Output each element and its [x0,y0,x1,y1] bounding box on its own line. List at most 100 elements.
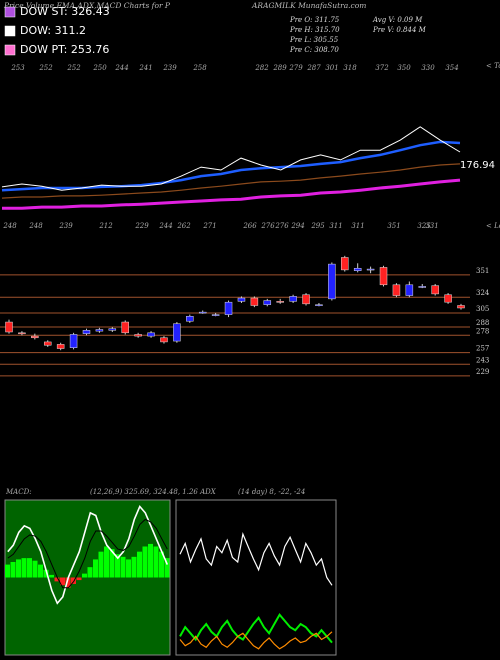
legend-label: DOW PT: 253.76 [20,43,109,56]
low-label: 311 [329,222,342,230]
candle-body [315,304,323,306]
candle-body [405,284,414,296]
adx-line [179,631,333,650]
candle-body [353,267,362,271]
candle-body [392,284,401,296]
y-tick-label: 278 [476,327,489,335]
candle-body [31,335,39,339]
histogram-bar [115,554,120,578]
low-label: 276 [260,222,275,230]
top-label: 250 [92,64,107,72]
histogram-bar [137,551,142,578]
candle-body [444,294,452,303]
top-label: 330 [421,64,435,72]
low-label: 271 [202,222,216,230]
adx-line [179,532,333,586]
line-series [1,126,461,191]
top-label: 282 [254,64,269,72]
legend-label: DOW: 311.2 [20,24,86,37]
info: Pre L: 305.55 [289,36,339,44]
candle-body [160,337,168,343]
histogram-bar [87,567,93,578]
panel-title: MACD: [5,488,32,496]
top-label: 372 [375,64,389,72]
low-label: 239 [58,222,73,230]
histogram-bar [49,574,54,578]
histogram-bar [60,577,65,586]
histogram-bar [65,577,71,588]
histogram-bar [76,577,82,581]
candle-body [69,334,78,348]
candle-body [95,329,104,332]
candle-body [237,297,246,302]
low-label: 244 [158,222,172,230]
histogram-bar [142,546,148,578]
top-label: 350 [397,64,411,72]
histogram-bar [93,559,98,578]
histogram-bar [5,564,10,578]
candle-body [289,296,297,302]
lows-label: < Lows [486,222,500,230]
histogram-bar [126,559,131,578]
candle-body [379,267,388,286]
histogram-bar [27,558,32,578]
candle-body [418,286,427,288]
histogram-bar [21,558,27,578]
low-label: 294 [290,222,304,230]
info: Pre O: 311.75 [289,16,340,24]
title-left: Price,Volume,EMA,ADX,MACD Charts for P [3,1,171,10]
histogram-bar [38,564,43,578]
panel-title: (14 day) 8, -22, -24 [238,488,305,496]
top-label: 289 [272,64,287,72]
info: Avg V: 0.09 M [372,16,423,24]
low-label: 266 [242,222,257,230]
histogram-bar [120,556,126,578]
histogram-bar [109,549,115,578]
histogram-bar [71,577,76,584]
top-label: 252 [66,64,81,72]
low-label: 229 [134,222,149,230]
top-label: 279 [288,64,303,72]
top-label: 301 [325,64,338,72]
candle-body [457,305,465,309]
annotation: 176.94 [460,160,495,171]
top-label: 318 [343,64,357,72]
top-label: 239 [162,64,177,72]
histogram-bar [153,546,159,578]
y-tick-label: 243 [476,356,489,364]
candle-body [198,311,207,314]
candle-body [147,332,155,337]
histogram-bar [43,569,49,578]
legend-swatch [4,25,16,37]
candle-body [5,321,13,333]
top-label: 244 [114,64,128,72]
histogram-bar [159,551,164,578]
candle-body [302,294,310,305]
candle-body [431,285,439,295]
low-label: 325 [417,222,431,230]
low-label: 351 [387,222,400,230]
low-label: 276 [274,222,289,230]
histogram-bar [82,573,87,578]
candle-body [341,257,349,271]
low-label: 311 [351,222,364,230]
low-label: 262 [176,222,191,230]
top-label: 287 [306,64,321,72]
low-label: 248 [28,222,43,230]
low-label: 331 [425,222,438,230]
histogram-bar [104,546,109,578]
macd-line [7,518,168,589]
candle-body [250,297,259,306]
adx-line [179,612,333,644]
histogram-bar [131,556,137,578]
candle-body [121,321,129,334]
candle-body [263,300,272,305]
line-series [1,163,461,199]
candle-body [224,301,233,315]
info: Pre V: 0.844 M [372,26,427,34]
y-tick-label: 229 [476,368,489,376]
y-tick-label: 324 [476,289,490,297]
histogram-bar [164,558,170,578]
top-label: 258 [192,64,207,72]
